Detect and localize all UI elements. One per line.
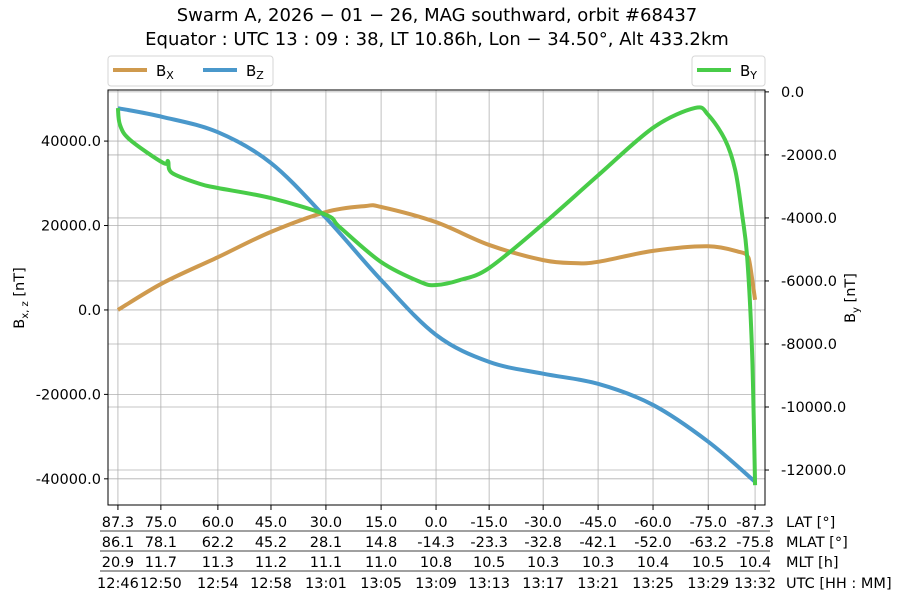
plot-frame (107, 89, 766, 506)
bottom-tick-label: 87.3 (102, 515, 134, 531)
right-tick-label: 0.0 (781, 85, 804, 101)
right-tick-label: -12000.0 (781, 463, 846, 479)
series-line-bx (116, 203, 758, 312)
bottom-tick-label: -30.0 (524, 515, 562, 531)
legend-left: BX BZ (107, 55, 274, 87)
bottom-row-label: LAT [°] (786, 515, 835, 531)
bottom-tick-label: 11.1 (310, 555, 342, 571)
right-axis: 0.0 -2000.0 -4000.0 -6000.0 -8000.0 -10000.0 -… (765, 85, 846, 479)
bottom-tick-label: -87.3 (736, 515, 774, 531)
chart-title-line-2: Equator : UTC 13 : 09 : 38, LT 10.86h, L… (145, 29, 729, 50)
right-tick-label: -6000.0 (781, 274, 837, 290)
bottom-tick-label: 12:58 (250, 576, 292, 592)
bottom-tick-label: 13:25 (632, 576, 674, 592)
legend-right: BY (691, 55, 766, 87)
left-tick-label: 20000.0 (41, 219, 101, 235)
bottom-tick-label: 13:21 (577, 576, 619, 592)
right-tick-label: -2000.0 (781, 148, 837, 164)
series-line-bz (117, 106, 757, 484)
grid (108, 90, 765, 505)
bottom-row-label: MLAT [°] (786, 535, 848, 551)
bottom-tick-label: 10.3 (582, 555, 614, 571)
bottom-tick-label: 10.8 (420, 555, 452, 571)
bottom-tick-label: 10.4 (637, 555, 669, 571)
bottom-tick-label: 45.2 (255, 535, 287, 551)
bottom-tick-label: 75.0 (145, 515, 177, 531)
series-line-by (115, 105, 758, 486)
bottom-tick-label: 13:01 (305, 576, 347, 592)
bottom-tick-label: -63.2 (689, 535, 727, 551)
bottom-row-label: UTC [HH : MM] (786, 576, 892, 592)
bottom-tick-label: -23.3 (470, 535, 508, 551)
bottom-tick-label: -42.1 (579, 535, 617, 551)
right-tick-label: -4000.0 (781, 211, 837, 227)
left-axis-label: Bx, z [nT] (12, 267, 31, 328)
bottom-tick-label: -75.8 (736, 535, 774, 551)
legend-label-bz: BZ (246, 62, 264, 82)
right-tick-label: -8000.0 (781, 337, 837, 353)
bottom-tick-label: -75.0 (689, 515, 727, 531)
bottom-tick-label: 60.0 (202, 515, 234, 531)
bottom-tick-label: 15.0 (365, 515, 397, 531)
bottom-tick-label: -15.0 (470, 515, 508, 531)
bottom-tick-label: 13:05 (360, 576, 402, 592)
bottom-tick-label: 10.3 (527, 555, 559, 571)
bottom-tick-label: 13:13 (468, 576, 510, 592)
bottom-tick-label: 12:46 (97, 576, 139, 592)
bottom-tick-label: 14.8 (365, 535, 397, 551)
bottom-tick-label: -60.0 (634, 515, 672, 531)
bottom-tick-label: 13:29 (687, 576, 729, 592)
bottom-row-label: MLT [h] (786, 555, 839, 571)
legend-label-by: BY (740, 62, 757, 82)
chart-title-line-1: Swarm A, 2026 − 01 − 26, MAG southward, … (177, 5, 698, 26)
bottom-tick-label: 20.9 (102, 555, 134, 571)
legend-label-bx: BX (156, 62, 174, 82)
bottom-tick-label: -45.0 (579, 515, 617, 531)
bottom-axis: 87.3 75.0 60.0 45.0 30.0 15.0 0.0 -15.0 -30.0 -45… (97, 505, 892, 592)
bottom-tick-label: 10.5 (692, 555, 724, 571)
bottom-tick-label: 10.5 (473, 555, 505, 571)
bottom-tick-label: 86.1 (102, 535, 134, 551)
bottom-tick-label: 11.3 (202, 555, 234, 571)
bottom-tick-label: 13:32 (734, 576, 776, 592)
bottom-tick-label: 11.7 (145, 555, 177, 571)
left-tick-label: 40000.0 (41, 134, 101, 150)
bottom-tick-label: 13:17 (522, 576, 564, 592)
bottom-tick-label: 13:09 (415, 576, 457, 592)
left-tick-label: -40000.0 (36, 472, 101, 488)
right-tick-label: -10000.0 (781, 400, 846, 416)
bottom-tick-label: -14.3 (417, 535, 455, 551)
left-axis: 40000.0 20000.0 0.0 -20000.0 -40000.0 (36, 134, 108, 488)
bottom-tick-label: 11.0 (365, 555, 397, 571)
bottom-tick-label: -52.0 (634, 535, 672, 551)
bottom-tick-label: -32.8 (524, 535, 562, 551)
curves (115, 105, 758, 486)
bottom-tick-label: 12:54 (197, 576, 239, 592)
bottom-tick-label: 0.0 (425, 515, 448, 531)
left-tick-label: 0.0 (78, 303, 101, 319)
bottom-tick-label: 10.4 (739, 555, 771, 571)
bottom-tick-label: 45.0 (255, 515, 287, 531)
bottom-tick-label: 11.2 (255, 555, 287, 571)
bottom-tick-label: 28.1 (310, 535, 342, 551)
right-axis-label: By [nT] (843, 273, 862, 323)
bottom-tick-label: 78.1 (145, 535, 177, 551)
left-tick-label: -20000.0 (36, 387, 101, 403)
bottom-tick-label: 62.2 (202, 535, 234, 551)
bottom-tick-label: 12:50 (140, 576, 182, 592)
bottom-tick-label: 30.0 (310, 515, 342, 531)
